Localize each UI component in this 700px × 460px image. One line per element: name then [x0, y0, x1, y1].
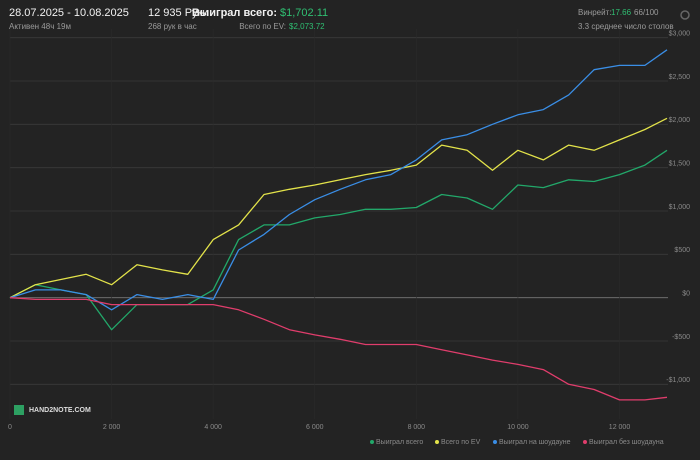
legend-label: Всего по EV [441, 439, 481, 446]
x-tick-label: 4 000 [204, 424, 222, 431]
series-line [9, 117, 668, 299]
legend-dot [435, 440, 439, 444]
x-tick-label: 12 000 [609, 424, 631, 431]
y-tick-label: $0 [682, 291, 690, 298]
y-tick-label: $3,000 [669, 31, 691, 38]
series-line [9, 149, 668, 331]
x-tick-label: 8 000 [408, 424, 426, 431]
won-label: Выиграл всего: [192, 7, 277, 19]
ev-value: $2,073.72 [289, 22, 325, 31]
date-range: 28.07.2025 - 10.08.2025 [9, 7, 129, 19]
series-line [9, 297, 668, 401]
y-tick-label: $500 [674, 247, 690, 254]
avg-tables: 3.3 среднее число столов [578, 22, 674, 31]
hands-per-hour: 268 рук в час [148, 22, 197, 31]
legend-label: Выиграл без шоудауна [589, 438, 664, 446]
hands: 12 935 Руки [148, 7, 209, 19]
winrate-value: 17.66 [611, 8, 632, 17]
y-tick-label: -$1,000 [666, 377, 690, 384]
legend-label: Выиграл на шоудауне [499, 439, 571, 446]
won-value: $1,702.11 [280, 7, 328, 19]
y-tick-label: $2,500 [669, 74, 691, 81]
legend-dot [493, 440, 497, 444]
x-tick-label: 0 [8, 424, 12, 431]
y-tick-label: $2,000 [669, 117, 691, 124]
y-tick-label: $1,500 [669, 161, 691, 168]
legend-dot [370, 440, 374, 444]
y-tick-label: $1,000 [669, 204, 691, 211]
x-tick-label: 2 000 [103, 424, 121, 431]
x-tick-label: 6 000 [306, 424, 324, 431]
winrate-score: 66/100 [634, 8, 659, 17]
winrate-label: Винрейт: [578, 8, 611, 17]
legend-label: Выиграл всего [376, 439, 423, 446]
y-tick-label: -$500 [672, 334, 690, 341]
active-time: Активен 48ч 19м [9, 22, 71, 31]
x-tick-label: 10 000 [507, 424, 529, 431]
settings-icon[interactable] [680, 10, 690, 20]
logo-icon [14, 405, 24, 415]
ev-label: Всего по EV: [239, 22, 286, 31]
legend-dot [583, 440, 587, 444]
watermark: HAND2NOTE.COM [29, 407, 91, 414]
